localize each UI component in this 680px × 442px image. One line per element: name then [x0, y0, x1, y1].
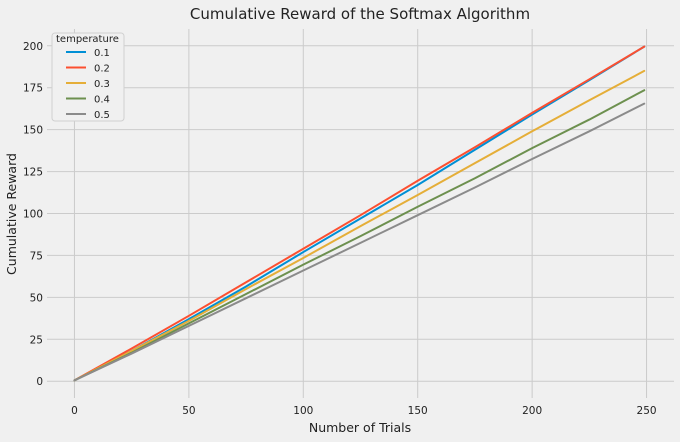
series-line-0-3: [73, 69, 646, 382]
series-line-0-5: [73, 102, 646, 382]
y-tick-label: 25: [30, 334, 43, 346]
x-tick-label: 200: [522, 405, 542, 417]
y-tick-label: 0: [36, 376, 43, 388]
y-tick-label: 100: [23, 209, 43, 221]
x-tick-label: 100: [293, 405, 313, 417]
y-tick-label: 150: [23, 125, 43, 137]
y-axis-title: Cumulative Reward: [4, 153, 19, 275]
y-tick-label: 200: [23, 41, 43, 53]
x-tick-label: 250: [637, 405, 657, 417]
x-axis-title: Number of Trials: [309, 420, 411, 435]
plot-area: 0 50 100 150 200 250 0 25 50 75 100 125 150 175 200: [23, 29, 674, 417]
legend-label: 0.4: [94, 95, 110, 106]
legend-title: temperature: [56, 34, 119, 45]
legend-label: 0.5: [94, 110, 110, 121]
y-tick-label: 75: [30, 250, 43, 262]
series-line-0-4: [73, 89, 646, 382]
legend-frame: [51, 32, 125, 122]
y-tick-label: 125: [23, 167, 43, 179]
chart-title: Cumulative Reward of the Softmax Algorit…: [190, 5, 530, 23]
x-tick-label: 0: [71, 405, 78, 417]
legend-label: 0.1: [94, 48, 110, 59]
legend: temperature 0.1 0.2 0.3 0.4 0.5: [51, 32, 125, 122]
legend-label: 0.2: [94, 64, 110, 75]
y-tick-label: 50: [30, 292, 43, 304]
x-tick-label: 150: [408, 405, 428, 417]
legend-label: 0.3: [94, 79, 110, 90]
series-line-0-2: [73, 45, 646, 382]
y-tick-label: 175: [23, 83, 43, 95]
x-tick-label: 50: [182, 405, 195, 417]
